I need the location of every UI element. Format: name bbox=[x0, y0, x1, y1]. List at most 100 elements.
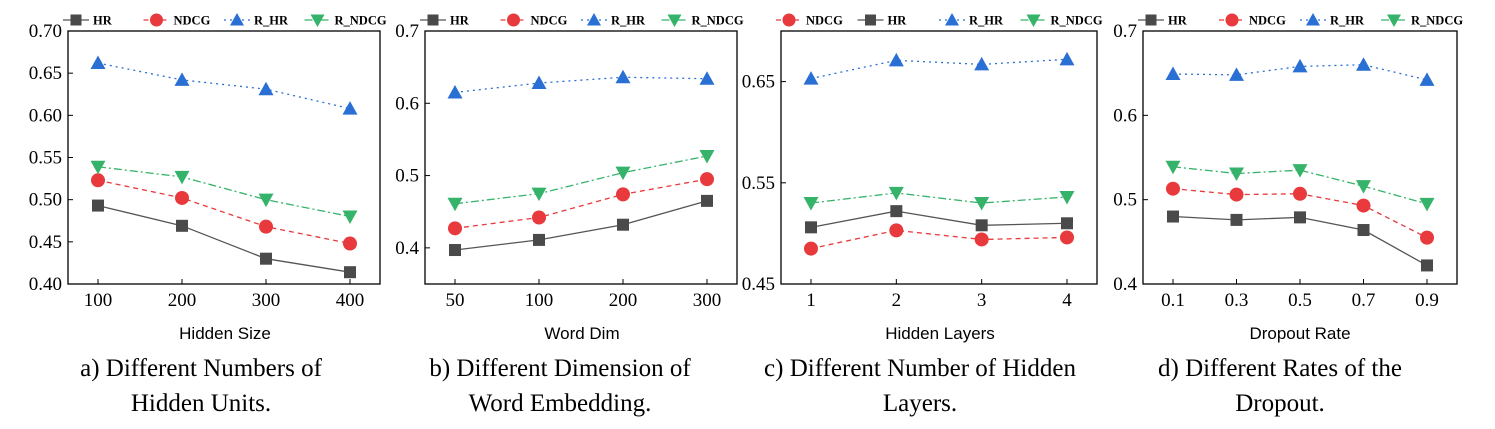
legend-label: R_NDCG bbox=[1411, 14, 1463, 28]
data-point-ndcg bbox=[1060, 230, 1074, 245]
data-point-r-hr bbox=[1356, 57, 1371, 71]
legend-label: NDCG bbox=[1249, 14, 1286, 28]
x-tick-label: 300 bbox=[693, 290, 722, 311]
y-tick-label: 0.70 bbox=[29, 21, 62, 42]
data-point-ndcg bbox=[804, 241, 818, 256]
data-point-r-ndcg bbox=[1292, 164, 1308, 178]
series-line-r-ndcg bbox=[1172, 166, 1428, 205]
y-tick-label: 0.4 bbox=[1113, 274, 1137, 295]
x-tick-label: 200 bbox=[168, 290, 197, 311]
data-point-ndcg bbox=[91, 173, 105, 188]
legend-marker bbox=[427, 14, 439, 26]
legend-marker bbox=[1225, 13, 1239, 27]
chart-d: 0.4 0.5 0.6 0.7 0.1 0.3 0.5 0.7 0.9 Dropout Rate H… bbox=[1113, 13, 1463, 417]
series-line-r-hr bbox=[810, 58, 1068, 80]
x-tick-label: 400 bbox=[336, 290, 365, 311]
y-tick-label: 0.7 bbox=[1113, 21, 1137, 42]
legend-entry-hr: HR bbox=[857, 14, 907, 28]
data-point-hr bbox=[1357, 224, 1370, 237]
data-point-r-ndcg bbox=[1356, 180, 1371, 194]
data-point-r-ndcg bbox=[342, 210, 358, 225]
data-point-ndcg bbox=[1356, 198, 1371, 213]
caption-line-2: Dropout. bbox=[1235, 390, 1325, 417]
data-point-r-ndcg bbox=[974, 197, 990, 211]
legend-label: NDCG bbox=[531, 14, 568, 28]
x-tick-label: 4 bbox=[1062, 290, 1072, 311]
plot-frame bbox=[67, 30, 381, 285]
data-point-r-ndcg bbox=[531, 187, 547, 202]
series-line-ndcg bbox=[810, 229, 1068, 250]
data-point-ndcg bbox=[1166, 181, 1180, 196]
data-point-ndcg bbox=[974, 232, 989, 247]
legend-label: R_HR bbox=[611, 14, 646, 28]
data-point-ndcg bbox=[1420, 230, 1434, 245]
data-point-r-hr bbox=[1059, 51, 1075, 66]
caption-line-1: c) Different Number of Hidden bbox=[764, 355, 1076, 382]
data-point-r-ndcg bbox=[699, 150, 715, 164]
x-tick-label: 50 bbox=[446, 290, 465, 311]
legend-label: R_NDCG bbox=[335, 14, 387, 28]
caption-line-1: a) Different Numbers of bbox=[80, 355, 322, 382]
data-point-r-ndcg bbox=[888, 186, 904, 201]
data-point-r-ndcg bbox=[1165, 160, 1181, 175]
legend-marker bbox=[667, 14, 682, 27]
data-point-r-ndcg bbox=[447, 197, 463, 212]
y-tick-label: 0.5 bbox=[395, 166, 419, 187]
legend-marker bbox=[1306, 13, 1320, 26]
legend-marker bbox=[587, 13, 601, 26]
data-point-r-hr bbox=[342, 101, 358, 115]
x-tick-label: 1 bbox=[806, 290, 816, 311]
legend-entry-r-ndcg: R_NDCG bbox=[304, 14, 387, 28]
x-tick-label: 100 bbox=[525, 290, 554, 311]
data-point-r-hr bbox=[615, 69, 631, 84]
data-point-r-hr bbox=[258, 81, 274, 96]
legend-label: R_NDCG bbox=[692, 14, 744, 28]
caption-line-2: Hidden Units. bbox=[131, 390, 271, 417]
legend-entry-r-hr: R_HR bbox=[224, 13, 289, 28]
data-point-ndcg bbox=[343, 236, 357, 251]
x-tick-label: 0.5 bbox=[1288, 290, 1312, 311]
data-point-r-hr bbox=[1419, 72, 1435, 86]
data-point-r-hr bbox=[90, 55, 106, 70]
series-line-r-hr bbox=[454, 76, 708, 94]
legend-label: HR bbox=[450, 14, 470, 28]
data-point-ndcg bbox=[532, 210, 546, 225]
y-tick-label: 0.55 bbox=[742, 173, 775, 194]
legend-marker bbox=[507, 13, 520, 27]
data-point-r-ndcg bbox=[258, 193, 274, 208]
data-point-r-hr bbox=[1165, 66, 1181, 81]
data-point-hr bbox=[1167, 210, 1179, 223]
legend-marker bbox=[150, 13, 163, 27]
series-line-r-ndcg bbox=[97, 166, 351, 218]
y-tick-label: 0.6 bbox=[1113, 105, 1137, 126]
x-tick-label: 2 bbox=[892, 290, 902, 311]
data-point-hr bbox=[1230, 213, 1243, 226]
data-point-ndcg bbox=[1293, 186, 1307, 201]
y-tick-label: 0.65 bbox=[742, 72, 775, 93]
legend-entry-r-ndcg: R_NDCG bbox=[661, 14, 744, 28]
data-point-ndcg bbox=[1229, 187, 1244, 202]
y-tick-label: 0.45 bbox=[742, 274, 775, 295]
data-point-r-hr bbox=[699, 71, 715, 85]
plot-frame bbox=[424, 30, 738, 285]
data-point-r-hr bbox=[447, 84, 463, 99]
data-point-hr bbox=[449, 244, 461, 257]
data-point-r-hr bbox=[1292, 58, 1308, 73]
y-tick-label: 0.40 bbox=[29, 274, 62, 295]
data-point-ndcg bbox=[175, 190, 189, 205]
legend-entry-r-hr: R_HR bbox=[939, 13, 1004, 28]
y-tick-label: 0.4 bbox=[395, 238, 419, 259]
legend-label: HR bbox=[93, 14, 113, 28]
data-point-ndcg bbox=[700, 172, 714, 187]
data-point-r-ndcg bbox=[1419, 197, 1435, 212]
chart-a: 0.40 0.45 0.50 0.55 0.60 0.65 0.70 100 200 300 400… bbox=[29, 13, 387, 417]
y-tick-label: 0.50 bbox=[29, 190, 62, 211]
data-point-ndcg bbox=[448, 221, 462, 236]
data-point-hr bbox=[890, 205, 903, 218]
legend-entry-r-ndcg: R_NDCG bbox=[1381, 14, 1463, 28]
y-tick-label: 0.55 bbox=[29, 148, 62, 169]
x-tick-label: 0.7 bbox=[1352, 290, 1376, 311]
y-tick-label: 0.45 bbox=[29, 232, 62, 253]
x-tick-label: 0.1 bbox=[1161, 290, 1185, 311]
x-tick-label: 0.3 bbox=[1225, 290, 1249, 311]
